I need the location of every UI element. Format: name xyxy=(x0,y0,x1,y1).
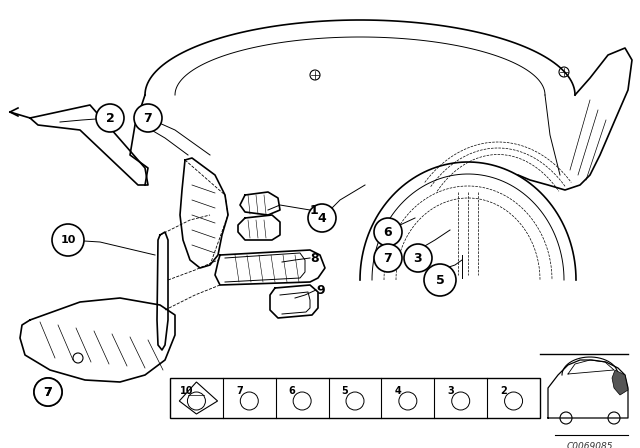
Text: 10: 10 xyxy=(60,235,76,245)
Circle shape xyxy=(374,244,402,272)
Text: 7: 7 xyxy=(44,385,52,399)
Text: 2: 2 xyxy=(106,112,115,125)
Text: 7: 7 xyxy=(44,385,52,399)
Circle shape xyxy=(34,378,62,406)
Circle shape xyxy=(52,224,84,256)
Circle shape xyxy=(34,378,62,406)
Text: 10: 10 xyxy=(180,386,193,396)
Text: 1: 1 xyxy=(310,203,319,216)
Circle shape xyxy=(96,104,124,132)
Text: 9: 9 xyxy=(316,284,324,297)
Polygon shape xyxy=(612,370,628,395)
Text: 2: 2 xyxy=(500,386,507,396)
Circle shape xyxy=(134,104,162,132)
Text: 6: 6 xyxy=(384,225,392,238)
Circle shape xyxy=(404,244,432,272)
Text: 5: 5 xyxy=(436,273,444,287)
Text: 6: 6 xyxy=(289,386,296,396)
Text: 5: 5 xyxy=(342,386,348,396)
Text: 4: 4 xyxy=(317,211,326,224)
Text: 3: 3 xyxy=(413,251,422,264)
Circle shape xyxy=(374,218,402,246)
Text: 3: 3 xyxy=(447,386,454,396)
Text: 8: 8 xyxy=(310,251,319,264)
Text: 7: 7 xyxy=(383,251,392,264)
Text: C0069085: C0069085 xyxy=(567,442,613,448)
Text: 4: 4 xyxy=(394,386,401,396)
Bar xyxy=(170,378,540,418)
Circle shape xyxy=(308,204,336,232)
Circle shape xyxy=(424,264,456,296)
Text: 7: 7 xyxy=(143,112,152,125)
Text: 7: 7 xyxy=(236,386,243,396)
